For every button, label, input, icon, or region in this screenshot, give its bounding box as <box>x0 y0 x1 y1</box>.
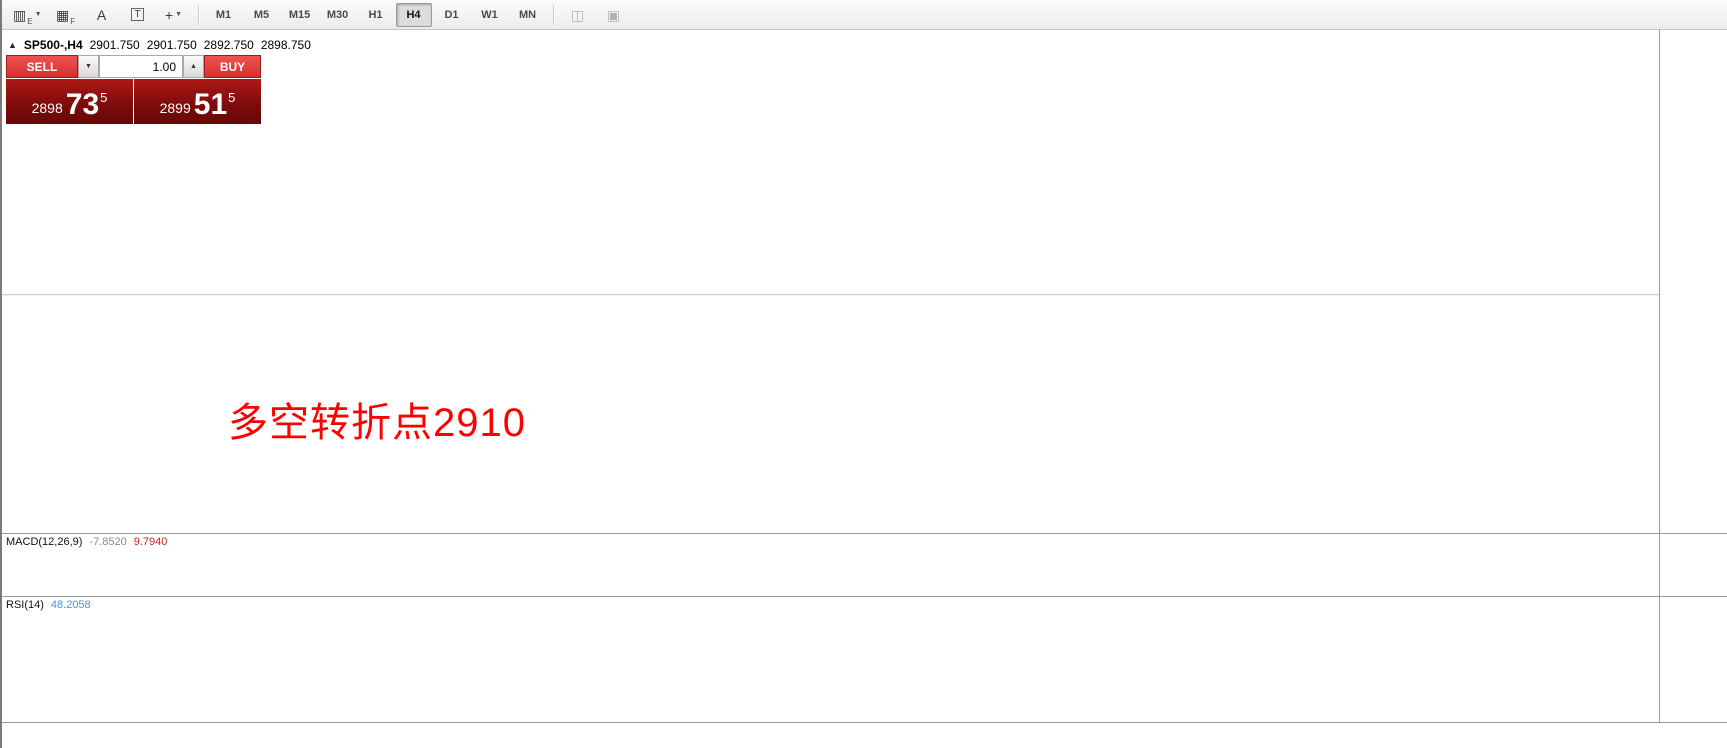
price-scale <box>1660 30 1727 533</box>
label-tool-icon: T <box>131 8 144 21</box>
volume-increase-button[interactable]: ▲ <box>183 55 204 78</box>
indicator-grid-icon-sub: F <box>70 16 76 26</box>
rsi-label: RSI(14) 48.2058 <box>6 599 91 611</box>
toolbar-icon-group-right: ◫ ▣ <box>561 3 631 27</box>
bid-price-pipette: 5 <box>100 90 108 105</box>
ohlc-low: 2892.750 <box>203 38 254 52</box>
volume-decrease-button[interactable]: ▼ <box>78 55 99 78</box>
rsi-value: 48.2058 <box>50 599 91 611</box>
buy-button[interactable]: BUY <box>204 55 261 78</box>
symbol-period-label: SP500-,H4 <box>23 38 83 52</box>
dropdown-caret-icon: ▼ <box>34 11 42 18</box>
rsi-panel: RSI(14) 48.2058 <box>0 597 1659 722</box>
chart-profile-icon[interactable]: ▥ E ▼ <box>8 3 47 27</box>
chart-annotation-text[interactable]: 多空转折点2910 <box>228 401 526 445</box>
timeframe-m1-button[interactable]: M1 <box>215 8 232 21</box>
toolbar-separator <box>552 4 554 25</box>
timeframe-button-group: M1 M5 M15 M30 H1 H4 D1 W1 MN <box>206 2 546 27</box>
text-tool-icon[interactable]: A <box>85 3 119 27</box>
timeframe-h4-button[interactable]: H4 <box>395 2 432 27</box>
rsi-chart-canvas <box>0 597 1659 722</box>
ask-price-pipette: 5 <box>228 90 236 105</box>
ohlc-close: 2898.750 <box>260 38 311 52</box>
toolbar-icon-group-left: ▥ E ▼ ▦ F A T + ▼ <box>8 3 191 27</box>
window-tile-icon: ◫ <box>570 6 585 23</box>
macd-signal-value: 9.7940 <box>133 536 168 548</box>
caret-down-icon: ▼ <box>85 63 92 70</box>
panel-separator <box>0 722 1727 723</box>
chart-profile-icon-sub: E <box>27 16 33 26</box>
window-border <box>0 0 2 748</box>
main-chart: ▲ SP500-,H4 2901.750 2901.750 2892.750 2… <box>0 30 1659 533</box>
scale-separator <box>1659 30 1660 722</box>
time-axis[interactable] <box>0 723 1727 748</box>
toolbar: ▥ E ▼ ▦ F A T + ▼ M1 M5 M15 M30 H1 H4 D1 W1 MN ◫ ▣ <box>0 0 1727 30</box>
timeframe-m5-button[interactable]: M5 <box>253 8 270 21</box>
ask-price-prefix: 2899 <box>159 100 191 116</box>
volume-input[interactable] <box>99 55 183 78</box>
indicator-grid-icon[interactable]: ▦ F <box>49 3 83 27</box>
ask-price-big-digits: 51 <box>193 88 228 121</box>
rsi-scale <box>1660 597 1727 722</box>
trade-prices-row: 2898 73 5 2899 51 5 <box>6 79 261 124</box>
ohlc-open: 2901.750 <box>89 38 140 52</box>
bid-price-display[interactable]: 2898 73 5 <box>6 79 133 124</box>
panel-separator[interactable] <box>0 533 1727 534</box>
ask-price-display[interactable]: 2899 51 5 <box>134 79 261 124</box>
macd-panel: MACD(12,26,9) -7.8520 9.7940 <box>0 534 1659 596</box>
candlestick-chart-canvas <box>0 294 1659 296</box>
macd-scale <box>1660 534 1727 596</box>
one-click-panel-toggle-icon[interactable]: ▲ <box>8 40 17 50</box>
timeframe-mn-button[interactable]: MN <box>518 8 537 21</box>
trade-controls-row: SELL ▼ ▲ BUY <box>6 55 261 78</box>
panel-separator[interactable] <box>0 596 1727 597</box>
timeframe-m30-button[interactable]: M30 <box>326 8 349 21</box>
bid-price-big-digits: 73 <box>65 88 100 121</box>
dropdown-caret-icon: ▼ <box>175 11 183 18</box>
timeframe-d1-button[interactable]: D1 <box>444 8 459 21</box>
macd-chart-canvas <box>0 534 1659 596</box>
indicator-grid-icon: ▦ <box>55 6 70 23</box>
window-cascade-icon: ▣ <box>606 6 621 23</box>
window-cascade-icon[interactable]: ▣ <box>597 3 631 27</box>
chart-header: ▲ SP500-,H4 2901.750 2901.750 2892.750 2… <box>8 38 311 52</box>
bid-price-prefix: 2898 <box>31 100 63 116</box>
timeframe-m15-button[interactable]: M15 <box>288 8 311 21</box>
one-click-trading-panel: SELL ▼ ▲ BUY 2898 73 5 2899 51 <box>6 55 261 124</box>
timeframe-h1-button[interactable]: H1 <box>368 8 383 21</box>
cursor-tool-icon[interactable]: + ▼ <box>157 3 191 27</box>
chart-profile-icon: ▥ <box>13 6 27 23</box>
cursor-tool-icon: + <box>164 6 174 23</box>
sell-button[interactable]: SELL <box>6 55 78 78</box>
timeframe-w1-button[interactable]: W1 <box>481 8 498 21</box>
text-tool-icon: A <box>96 6 107 23</box>
ohlc-high: 2901.750 <box>146 38 197 52</box>
label-tool-icon[interactable]: T <box>121 3 155 27</box>
caret-up-icon: ▲ <box>190 63 197 70</box>
macd-label: MACD(12,26,9) -7.8520 9.7940 <box>6 536 167 548</box>
rsi-name: RSI(14) <box>6 599 44 611</box>
toolbar-separator <box>197 4 199 25</box>
macd-name: MACD(12,26,9) <box>6 536 83 548</box>
window-tile-icon[interactable]: ◫ <box>561 3 595 27</box>
macd-main-value: -7.8520 <box>89 536 127 548</box>
